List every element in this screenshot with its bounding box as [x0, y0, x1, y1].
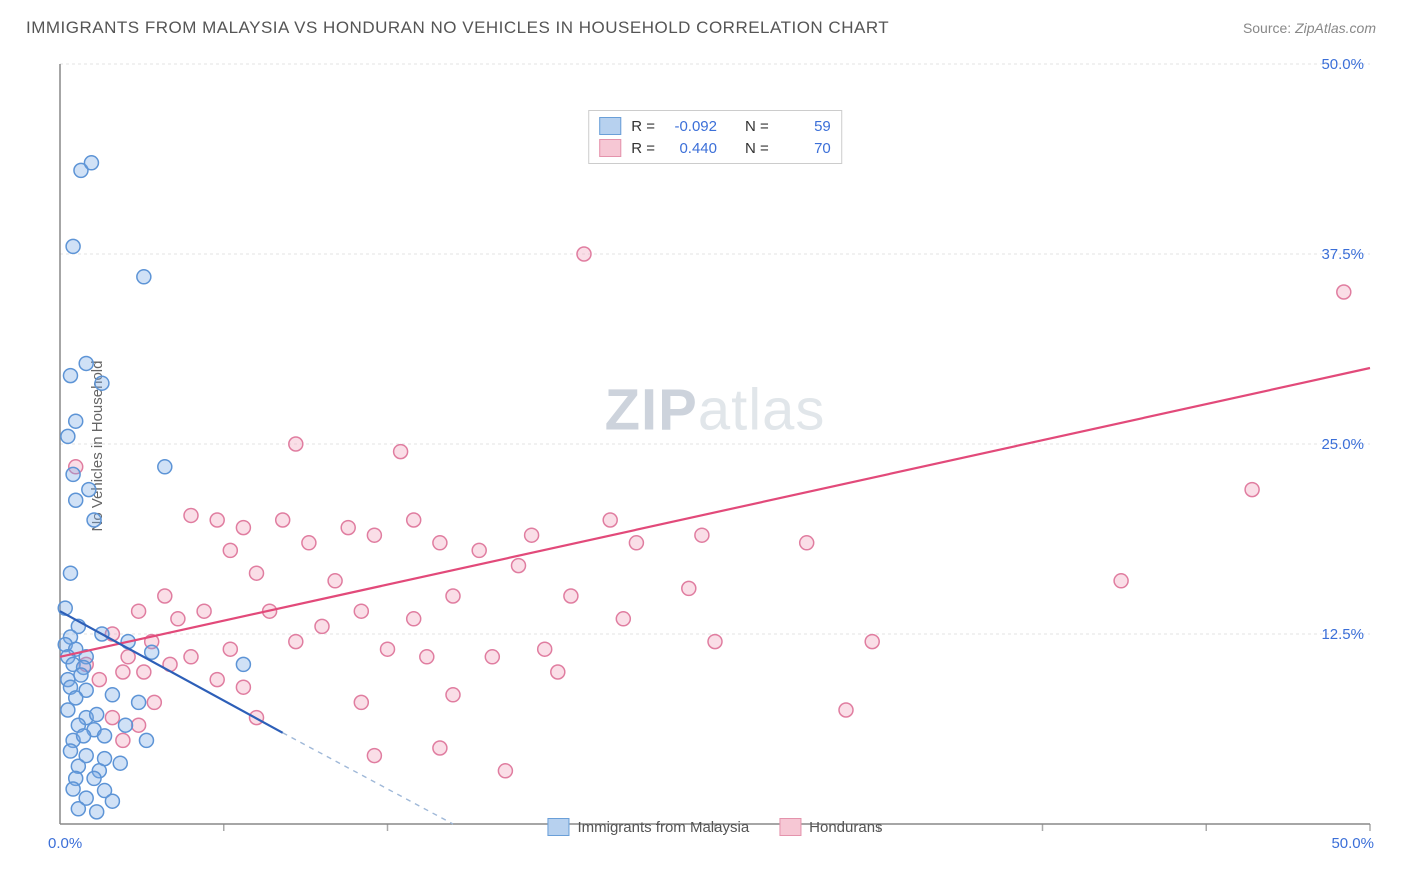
- series-legend: Immigrants from Malaysia Hondurans: [547, 818, 882, 836]
- stats-swatch-1: [599, 117, 621, 135]
- svg-text:37.5%: 37.5%: [1321, 246, 1364, 263]
- stats-row-series2: R = 0.440 N = 70: [599, 137, 831, 159]
- xmax-label: 50.0%: [1331, 835, 1374, 852]
- stats-n-label-1: N =: [745, 118, 769, 135]
- chart-svg: 12.5% 25.0% 37.5% 50.0%: [50, 54, 1380, 844]
- plot-area: 12.5%25.0%37.5%50.0% ZIPatlas R = -0.092…: [50, 54, 1380, 844]
- stats-row-series1: R = -0.092 N = 59: [599, 115, 831, 137]
- legend-item-2: Hondurans: [779, 818, 882, 836]
- svg-text:50.0%: 50.0%: [1321, 56, 1364, 73]
- stats-n-value-2: 70: [779, 140, 831, 157]
- stats-r-label-2: R =: [631, 140, 655, 157]
- legend-label-2: Hondurans: [809, 819, 882, 836]
- stats-legend: R = -0.092 N = 59 R = 0.440 N = 70: [588, 110, 842, 164]
- stats-r-value-1: -0.092: [665, 118, 717, 135]
- source-label: Source:: [1243, 20, 1291, 36]
- stats-r-value-2: 0.440: [665, 140, 717, 157]
- chart-title: IMMIGRANTS FROM MALAYSIA VS HONDURAN NO …: [26, 18, 889, 38]
- source-value: ZipAtlas.com: [1295, 20, 1376, 36]
- svg-text:12.5%: 12.5%: [1321, 626, 1364, 643]
- legend-swatch-1: [547, 818, 569, 836]
- legend-label-1: Immigrants from Malaysia: [577, 819, 749, 836]
- stats-swatch-2: [599, 139, 621, 157]
- source-attribution: Source: ZipAtlas.com: [1243, 20, 1376, 36]
- legend-item-1: Immigrants from Malaysia: [547, 818, 749, 836]
- svg-text:25.0%: 25.0%: [1321, 436, 1364, 453]
- origin-label: 0.0%: [48, 835, 82, 852]
- stats-n-label-2: N =: [745, 140, 769, 157]
- legend-swatch-2: [779, 818, 801, 836]
- stats-r-label-1: R =: [631, 118, 655, 135]
- stats-n-value-1: 59: [779, 118, 831, 135]
